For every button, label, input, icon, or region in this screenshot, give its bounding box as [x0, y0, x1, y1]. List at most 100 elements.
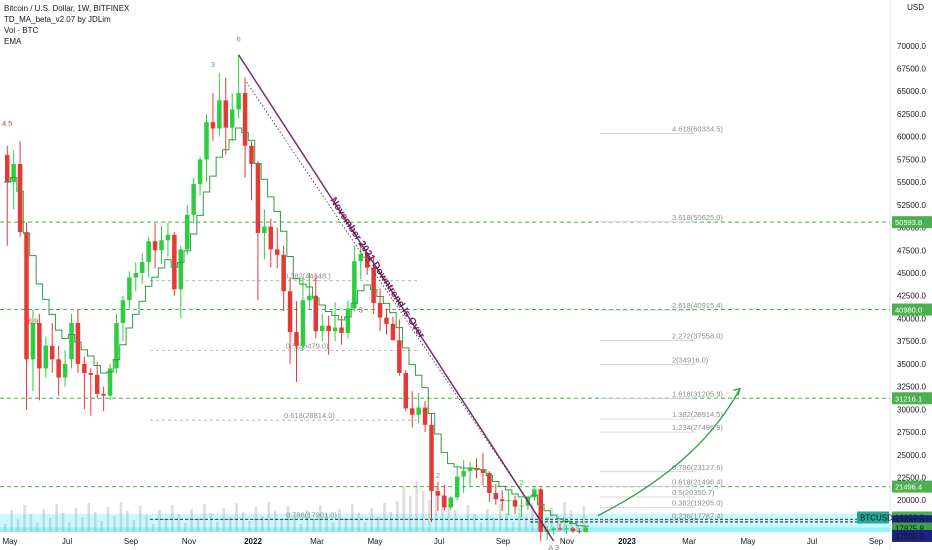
downtrend-line[interactable] — [238, 54, 555, 542]
fib-extension-label: 1.234(27496.9) — [672, 423, 723, 432]
volume-bar — [498, 504, 502, 532]
td-count-label: 2 — [314, 274, 318, 283]
volume-bar — [486, 509, 489, 532]
x-tick-label: Sep — [496, 537, 511, 546]
y-tick-label: 32500.0 — [897, 383, 926, 392]
price-tag-label: 40980.0 — [895, 306, 922, 315]
candle-body — [358, 253, 364, 262]
volume-bar — [524, 517, 528, 532]
candle-body — [37, 322, 42, 369]
volume-bar — [29, 514, 33, 532]
y-tick-label: 60000.0 — [897, 133, 926, 142]
volume-bar — [447, 504, 451, 532]
candle-body — [532, 489, 537, 498]
volume-bar — [93, 512, 97, 532]
fib-extension-label: 4.618(60334.5) — [672, 125, 723, 134]
price-tag-label: 17901.0 — [895, 517, 924, 526]
candle-body — [429, 424, 434, 492]
candle-body — [493, 492, 499, 500]
volume-bar — [518, 508, 521, 532]
candle-body — [268, 226, 274, 250]
volume-bar — [511, 522, 515, 532]
volume-bar — [261, 516, 264, 532]
candle-body — [487, 472, 492, 493]
volume-bar — [389, 512, 393, 532]
volume-bar — [171, 505, 174, 532]
candle-body — [139, 262, 145, 273]
candle-body — [17, 163, 23, 233]
price-tag-label: 21496.4 — [895, 483, 922, 492]
candle-body — [133, 273, 139, 278]
support-zone — [0, 513, 890, 532]
volume-bar — [453, 510, 457, 532]
fib-extension-label: 1.618(31205.9) — [672, 389, 723, 398]
candle-body — [287, 291, 293, 333]
volume-bar — [273, 511, 277, 532]
volume-bar — [338, 509, 341, 532]
td-count-label: 2 — [545, 515, 549, 524]
candle-body — [146, 241, 151, 263]
y-tick-label: 30000.0 — [897, 405, 926, 414]
y-tick-label: 57500.0 — [897, 155, 926, 164]
volume-bar — [16, 519, 20, 532]
candle-body — [352, 261, 357, 309]
candle-body — [56, 359, 61, 378]
candle-body — [307, 295, 312, 301]
volume-bar — [55, 504, 58, 532]
volume-bar — [126, 511, 129, 532]
price-tag-label: 17875.8 — [895, 524, 924, 533]
volume-bar — [569, 511, 573, 532]
candle-body — [384, 317, 389, 324]
candle-body — [551, 528, 556, 531]
candle-body — [300, 300, 306, 346]
candle-body — [435, 491, 441, 496]
volume-bar — [434, 486, 438, 532]
x-tick-label: 2023 — [618, 537, 636, 546]
candle-body — [197, 159, 203, 184]
candle-body — [49, 345, 55, 360]
legend-indicator-ema[interactable]: EMA — [4, 37, 22, 46]
fib-retracement-label: 0.5(36479.0) — [286, 341, 329, 350]
fib-extension-label: 2(34916.0) — [672, 356, 709, 365]
volume-bar — [556, 516, 560, 532]
volume-bar — [222, 508, 226, 532]
candle-body — [204, 122, 209, 160]
candle-body — [217, 100, 222, 129]
candle-body — [24, 232, 29, 360]
projection-arrow[interactable] — [597, 388, 741, 517]
fib-extension-label: 0.5(20350.7) — [672, 488, 715, 497]
candle-body — [101, 393, 106, 396]
candle-body — [30, 322, 36, 360]
volume-bar — [428, 500, 431, 532]
volume-bar — [177, 514, 181, 532]
candle-body — [294, 332, 299, 346]
candle-body — [152, 241, 158, 251]
volume-bar — [158, 510, 161, 532]
candle-body — [519, 505, 524, 507]
y-tick-label: 37500.0 — [897, 337, 926, 346]
downtrend-annotation: November 2021 Downtrend Is Over — [327, 196, 426, 341]
candle-body — [249, 145, 254, 164]
legend-indicator-td-ma[interactable]: TD_MA_beta_v2.07 by JDLim — [4, 15, 111, 24]
candle-body — [448, 497, 454, 508]
y-tick-label: 47500.0 — [897, 246, 926, 255]
candle-body — [564, 528, 569, 530]
price-tag: 40980.0 — [892, 303, 932, 316]
volume-bar — [61, 513, 65, 532]
volume-bar — [582, 506, 586, 532]
y-tick-label: 70000.0 — [897, 42, 926, 51]
volume-bar — [241, 512, 245, 532]
chart-legend: Bitcoin / U.S. Dollar, 1W, BITFINEX TD_M… — [4, 3, 129, 47]
legend-title: Bitcoin / U.S. Dollar, 1W, BITFINEX — [4, 4, 130, 13]
legend-indicator-volume[interactable]: Vol · BTC — [4, 26, 39, 35]
fib-extension-label: 2.272(37558.0) — [672, 332, 723, 341]
volume-bar — [280, 520, 283, 532]
fib-retracement-label: 0.382(44148.) — [284, 272, 331, 281]
price-tag — [892, 529, 932, 542]
volume-bar — [42, 509, 46, 532]
candle-body — [416, 407, 421, 415]
x-tick-label: Jul — [62, 537, 72, 546]
candle-body — [390, 323, 396, 341]
candle-body — [371, 267, 376, 303]
